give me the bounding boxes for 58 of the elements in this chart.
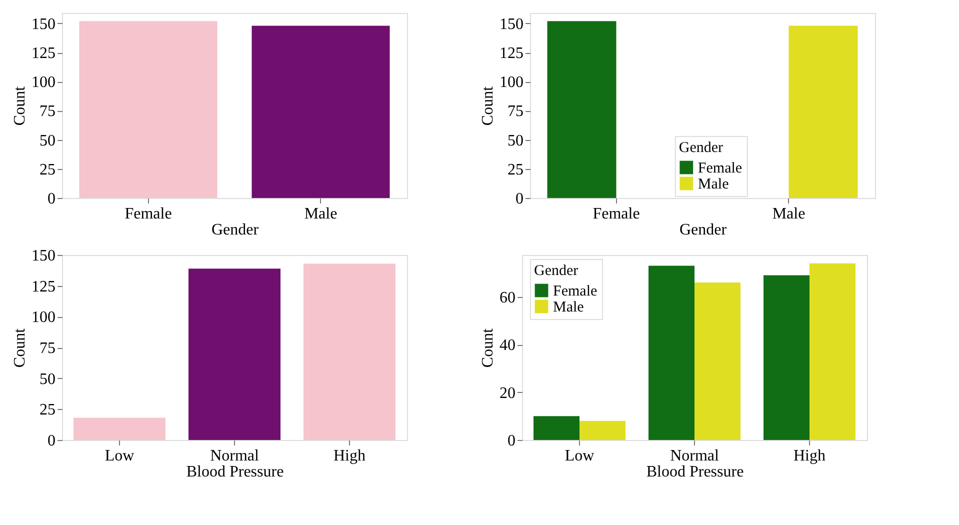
x-axis-title: Blood Pressure — [646, 464, 744, 480]
legend-label: Male — [698, 176, 730, 192]
y-tick-label: 0 — [48, 190, 56, 208]
bar — [810, 263, 856, 440]
y-tick-label: 25 — [40, 161, 56, 178]
bar — [648, 266, 694, 440]
y-tick-label: 0 — [516, 190, 524, 208]
y-tick-label: 40 — [500, 337, 516, 354]
x-tick-label: Female — [124, 206, 172, 222]
y-axis-title: Count — [480, 86, 496, 126]
legend-label: Male — [553, 300, 584, 316]
x-tick-label: High — [794, 448, 826, 464]
x-tick-label: Male — [304, 206, 338, 222]
y-tick-label: 150 — [32, 248, 56, 264]
y-tick-label: 150 — [32, 16, 56, 33]
y-axis-title: Count — [480, 328, 496, 368]
x-tick-label: Low — [564, 448, 595, 464]
y-tick-label: 50 — [508, 132, 524, 150]
bar — [304, 264, 396, 440]
y-axis-title: Count — [12, 86, 28, 126]
x-tick-label: Normal — [670, 448, 720, 464]
y-tick-label: 125 — [32, 278, 56, 296]
y-tick-label: 60 — [500, 289, 516, 306]
bar — [580, 420, 626, 440]
y-axis-title: Count — [12, 328, 28, 368]
bar — [188, 268, 280, 440]
x-axis-title: Blood Pressure — [186, 464, 284, 480]
y-tick-label: 0 — [508, 432, 516, 450]
x-tick-label: Normal — [210, 448, 260, 464]
bar — [694, 282, 740, 440]
x-axis-title: Gender — [211, 222, 260, 238]
y-tick-label: 0 — [48, 432, 56, 450]
x-axis-title: Gender — [679, 222, 728, 238]
legend-title: Gender — [678, 140, 724, 156]
y-tick-label: 50 — [40, 370, 56, 388]
y-tick-label: 100 — [32, 309, 56, 326]
y-tick-label: 75 — [508, 103, 524, 120]
y-tick-label: 100 — [500, 74, 524, 92]
y-tick-label: 75 — [40, 103, 56, 120]
bar — [764, 275, 810, 440]
legend-title: Gender — [534, 263, 578, 279]
legend-label: Female — [698, 160, 742, 176]
x-tick-label: Male — [772, 206, 806, 222]
bar — [74, 418, 166, 440]
x-tick-label: Female — [592, 206, 640, 222]
y-tick-label: 25 — [40, 402, 56, 419]
x-tick-label: Low — [104, 448, 135, 464]
legend-label: Female — [553, 284, 598, 300]
y-tick-label: 125 — [500, 45, 524, 62]
y-tick-label: 50 — [40, 132, 56, 150]
bar — [534, 416, 580, 440]
x-tick-label: High — [334, 448, 366, 464]
y-tick-label: 125 — [32, 45, 56, 62]
y-tick-label: 25 — [508, 161, 524, 178]
y-tick-label: 150 — [500, 16, 524, 33]
y-tick-label: 20 — [500, 384, 516, 402]
y-tick-label: 100 — [32, 74, 56, 92]
y-tick-label: 75 — [40, 340, 56, 357]
